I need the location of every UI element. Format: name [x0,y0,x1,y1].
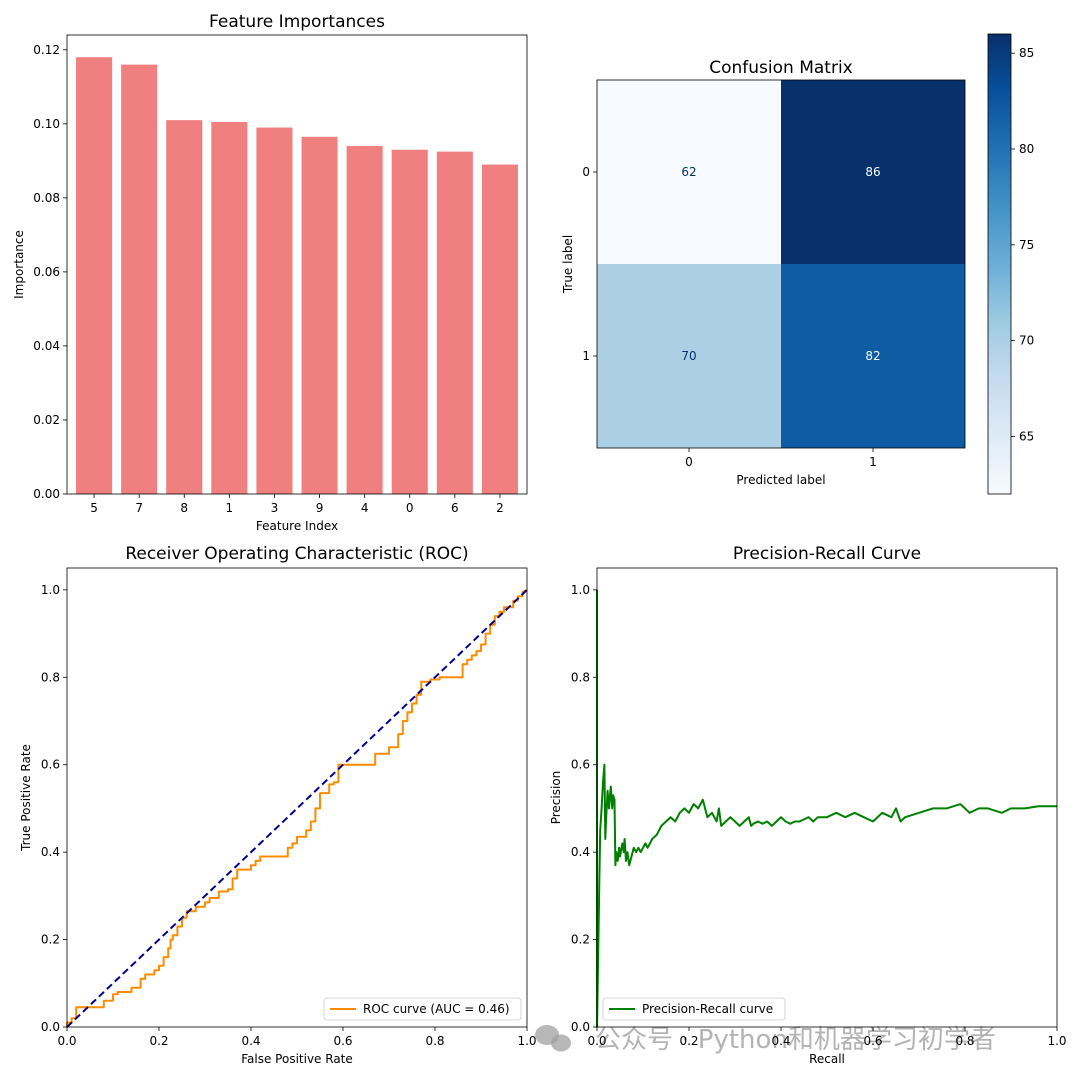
series-line [596,589,1057,1028]
x-tick-label: 0.8 [425,1034,444,1048]
bar-5 [76,57,113,494]
x-tick-label: 1.0 [1047,1034,1066,1048]
chart-title: Confusion Matrix [709,58,853,78]
bar-4 [346,146,383,494]
y-tick-label: 0.06 [33,265,60,279]
x-tick-label: 0.6 [863,1034,882,1048]
x-tick-label: 0.0 [587,1034,606,1048]
x-axis-label: Feature Index [256,519,338,533]
plot-frame [66,567,528,1028]
x-tick-label: 9 [316,501,324,515]
x-tick-label: 0.0 [57,1034,76,1048]
cell-value: 70 [681,349,696,363]
wechat-icon [535,1025,571,1052]
legend-label: Precision-Recall curve [642,1002,773,1016]
cell-value: 62 [681,165,696,179]
plot-frame [596,79,966,449]
y-tick-label: 0.0 [571,1020,590,1034]
legend-box [602,997,786,1021]
colorbar-tick-label: 70 [1019,334,1034,348]
plot-frame [596,567,1058,1028]
x-tick-label: 5 [90,501,98,515]
bar-8 [166,120,203,495]
plot-frame [66,34,528,495]
y-axis-label: True Positive Rate [19,744,33,852]
y-tick-label: 0.6 [571,758,590,772]
legend-label: ROC curve (AUC = 0.46) [363,1002,510,1016]
bar-1 [211,121,248,494]
x-tick-label: 7 [135,501,143,515]
cell-value: 86 [865,165,880,179]
heatmap-cell [781,264,965,448]
x-tick-label: 4 [361,501,369,515]
heatmap-cell [781,80,965,264]
y-tick-label: 0.08 [33,191,60,205]
y-tick-label: 0.0 [41,1020,60,1034]
y-tick-label: 1 [582,349,590,363]
y-tick-label: 0.04 [33,339,60,353]
x-tick-label: 0.4 [241,1034,260,1048]
y-tick-label: 0.8 [41,670,60,684]
x-tick-label: 1 [226,501,234,515]
y-tick-label: 0.02 [33,413,60,427]
y-tick-label: 0.00 [33,487,60,501]
bar-3 [256,127,293,495]
y-axis-label: Importance [12,230,26,299]
x-axis-label: Recall [809,1052,845,1066]
cell-value: 82 [865,349,880,363]
series-line [66,588,528,1027]
heatmap-cell [597,80,781,264]
x-tick-label: 6 [451,501,459,515]
x-tick-label: 0.4 [771,1034,790,1048]
x-tick-label: 0.2 [679,1034,698,1048]
bar-7 [121,64,158,494]
y-tick-label: 0.4 [571,845,590,859]
bar-9 [301,136,338,494]
x-tick-label: 0 [685,455,693,469]
colorbar-tick-label: 85 [1019,46,1034,60]
bar-0 [391,149,428,494]
chart-title: Feature Importances [209,12,385,32]
y-tick-label: 0.2 [571,933,590,947]
y-axis-label: True label [561,235,575,294]
colorbar-tick-label: 80 [1019,142,1034,156]
y-axis-label: Precision [549,771,563,825]
diagonal-reference-line [66,589,528,1028]
x-axis-label: Predicted label [736,473,825,487]
y-tick-label: 0.4 [41,845,60,859]
x-tick-label: 0 [406,501,414,515]
x-tick-label: 0.6 [333,1034,352,1048]
x-tick-label: 3 [271,501,279,515]
legend-box [323,997,522,1021]
chart-title: Precision-Recall Curve [733,544,921,564]
x-tick-label: 1 [869,455,877,469]
y-tick-label: 0.6 [41,758,60,772]
chart-title: Receiver Operating Characteristic (ROC) [125,544,468,564]
colorbar [987,33,1012,495]
y-tick-label: 1.0 [41,583,60,597]
x-tick-label: 1.0 [517,1034,536,1048]
colorbar-tick-label: 65 [1019,430,1034,444]
y-tick-label: 0.12 [33,43,60,57]
colorbar-tick-label: 75 [1019,238,1034,252]
x-tick-label: 0.2 [149,1034,168,1048]
x-tick-label: 2 [496,501,504,515]
y-tick-label: 0 [582,165,590,179]
y-tick-label: 1.0 [571,583,590,597]
x-axis-label: False Positive Rate [241,1052,353,1066]
x-tick-label: 8 [180,501,188,515]
heatmap-cell [597,264,781,448]
y-tick-label: 0.8 [571,670,590,684]
bar-6 [436,151,473,494]
bar-2 [481,164,518,494]
x-tick-label: 0.8 [955,1034,974,1048]
y-tick-label: 0.2 [41,933,60,947]
watermark-text: 公众号 · Python和机器学习初学者 [595,1025,996,1055]
y-tick-label: 0.10 [33,117,60,131]
